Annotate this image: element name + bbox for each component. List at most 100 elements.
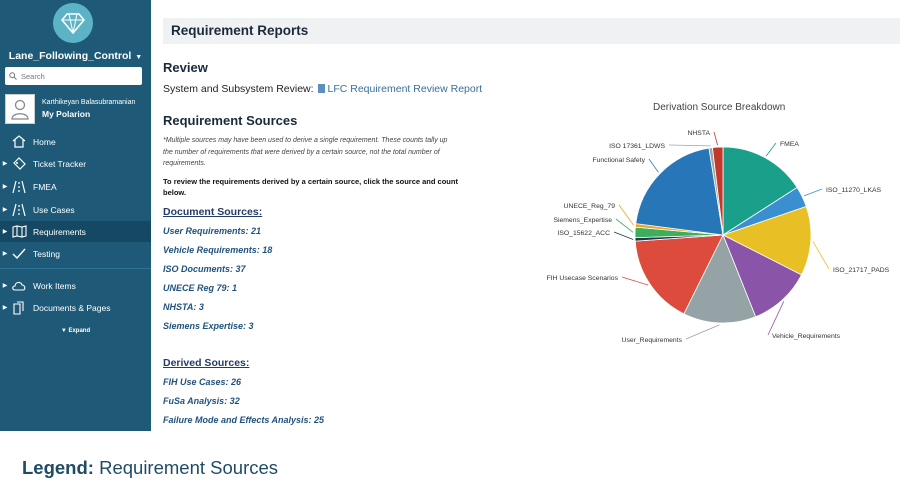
chevron-right-icon[interactable]: ▶ — [2, 207, 8, 213]
chevron-right-icon[interactable]: ▶ — [2, 184, 8, 190]
chevron-down-icon: ▼ — [135, 54, 143, 61]
pie-leader-line — [812, 241, 830, 270]
document-source-link[interactable]: UNECE Reg 79: 1 — [163, 283, 238, 293]
sidebar-item-requirements[interactable]: ▶ Requirements — [0, 221, 151, 242]
pie-leader-line — [803, 188, 823, 197]
pie-slice-label: Vehicle_Requirements — [772, 333, 841, 340]
project-name: Lane_Following_Control — [8, 50, 132, 62]
sources-note: *Multiple sources may have been used to … — [163, 137, 448, 167]
search-icon — [9, 72, 17, 80]
pie-leader-line — [713, 131, 718, 146]
sidebar-item-label: FMEA — [33, 181, 57, 192]
pie-slice-label: NHSTA — [687, 130, 710, 137]
sidebar-item-label: Requirements — [33, 226, 86, 237]
pie-slice-label: Siemens_Expertise — [553, 217, 612, 224]
page-header: Requirement Reports — [163, 18, 900, 44]
sidebar-item-label: Documents & Pages — [33, 302, 111, 313]
cloud-icon — [10, 278, 28, 294]
legend-caption: Legend: Requirement Sources — [22, 457, 278, 479]
my-polarion-link[interactable]: My Polarion — [42, 109, 91, 119]
chevron-right-icon[interactable]: ▶ — [2, 161, 8, 167]
review-heading: Review — [163, 60, 208, 75]
sidebar-item-label: Home — [33, 136, 56, 147]
road-icon — [10, 179, 28, 195]
pie-leader-line — [648, 158, 659, 173]
road-icon — [10, 202, 28, 218]
legend-text: Requirement Sources — [99, 457, 279, 478]
pie-leader-line — [613, 231, 634, 240]
chevron-right-icon[interactable]: ▶ — [2, 229, 8, 235]
pie-leader-line — [767, 301, 785, 336]
pie-leader-line — [618, 204, 634, 226]
expand-label: Expand — [68, 328, 91, 334]
document-source-link[interactable]: Siemens Expertise: 3 — [163, 321, 254, 331]
pie-slice-functional-safety[interactable] — [635, 147, 724, 236]
sources-heading: Requirement Sources — [163, 113, 298, 128]
user-panel[interactable]: Karthikeyan Balasubramanian My Polarion — [5, 94, 147, 124]
sidebar-item-ticket-tracker[interactable]: ▶ Ticket Tracker — [0, 153, 151, 174]
pie-slice-iso-21717-pads[interactable] — [721, 205, 812, 276]
search-box[interactable] — [5, 67, 142, 85]
pie-slice-label: ISO_11270_LKAS — [826, 187, 882, 194]
pie-chart: FMEA ISO_11270_LKAS ISO_21717_PADS Vehicle_… — [547, 130, 890, 344]
polarion-logo-icon[interactable] — [53, 3, 93, 43]
sources-instruction: To review the requirements derived by a … — [163, 177, 458, 197]
user-name: Karthikeyan Balasubramanian — [42, 99, 136, 106]
pie-slice-label: ISO_15622_ACC — [557, 230, 610, 237]
sidebar-item-home[interactable]: Home — [0, 131, 151, 152]
sidebar-item-documents-pages[interactable]: ▶ Documents & Pages — [0, 297, 151, 318]
derived-source-link[interactable]: FIH Use Cases: 26 — [163, 377, 242, 387]
documents-icon — [10, 300, 28, 316]
pie-slice-label: ISO 17361_LDWS — [609, 143, 665, 150]
sidebar-item-work-items[interactable]: ▶ Work Items — [0, 275, 151, 296]
pie-slice-label: UNECE_Reg_79 — [564, 203, 616, 210]
pie-slice-label: ISO_21717_PADS — [833, 267, 890, 274]
pie-slice-label: User_Requirements — [622, 337, 683, 344]
pie-leader-line — [621, 276, 649, 286]
pie-slice-label: Functional Safety — [592, 157, 645, 164]
sidebar-item-use-cases[interactable]: ▶ Use Cases — [0, 199, 151, 220]
sidebar-item-label: Testing — [33, 248, 60, 259]
map-icon — [10, 224, 28, 240]
pie-slice-nhsta[interactable] — [712, 146, 724, 236]
document-source-link[interactable]: User Requirements: 21 — [163, 226, 262, 236]
project-selector[interactable]: Lane_Following_Control ▼ — [0, 50, 151, 62]
document-source-link[interactable]: ISO Documents: 37 — [163, 264, 246, 274]
document-icon — [318, 84, 326, 93]
pie-slice-vehicle-requirements[interactable] — [722, 234, 802, 318]
sidebar: Lane_Following_Control▼ Karthikeyan Bala… — [0, 0, 151, 431]
check-icon — [10, 246, 28, 262]
chevron-right-icon[interactable]: ▶ — [2, 283, 8, 289]
pie-slice-label: FMEA — [780, 141, 799, 148]
pie-slice-label: FIH Usecase Scenarios — [547, 275, 619, 282]
pie-leader-line — [765, 142, 777, 157]
chevron-right-icon[interactable]: ▶ — [2, 305, 8, 311]
avatar[interactable] — [5, 94, 35, 124]
derived-source-link[interactable]: FuSa Analysis: 32 — [163, 396, 240, 406]
sidebar-item-label: Work Items — [33, 280, 76, 291]
sidebar-item-label: Use Cases — [33, 204, 75, 215]
pie-slice-fmea[interactable] — [722, 146, 798, 236]
home-icon — [10, 134, 28, 150]
pie-leader-line — [615, 218, 634, 233]
derived-source-link[interactable]: Failure Mode and Effects Analysis: 25 — [163, 415, 325, 425]
sidebar-item-testing[interactable]: ▶ Testing — [0, 243, 151, 264]
review-label: System and Subsystem Review: — [163, 83, 314, 95]
chart-title: Derivation Source Breakdown — [653, 102, 786, 113]
sidebar-item-label: Ticket Tracker — [33, 158, 87, 169]
document-source-link[interactable]: NHSTA: 3 — [163, 302, 204, 312]
search-input[interactable] — [21, 71, 131, 81]
pie-slice-user-requirements[interactable] — [683, 234, 757, 324]
document-source-link[interactable]: Vehicle Requirements: 18 — [163, 245, 273, 255]
review-report-link[interactable]: LFC Requirement Review Report — [327, 83, 483, 95]
sidebar-divider — [0, 268, 151, 269]
pie-slice-fih-usecase-scenarios[interactable] — [634, 234, 724, 315]
document-sources-heading: Document Sources: — [163, 206, 263, 218]
ticket-icon — [10, 156, 28, 172]
expand-button[interactable]: ▼ Expand — [60, 328, 91, 334]
pie-leader-line — [668, 144, 711, 147]
chevron-right-icon[interactable]: ▶ — [2, 251, 8, 257]
legend-prefix: Legend: — [22, 457, 94, 478]
sidebar-item-fmea[interactable]: ▶ FMEA — [0, 176, 151, 197]
pie-leader-line — [685, 324, 720, 340]
